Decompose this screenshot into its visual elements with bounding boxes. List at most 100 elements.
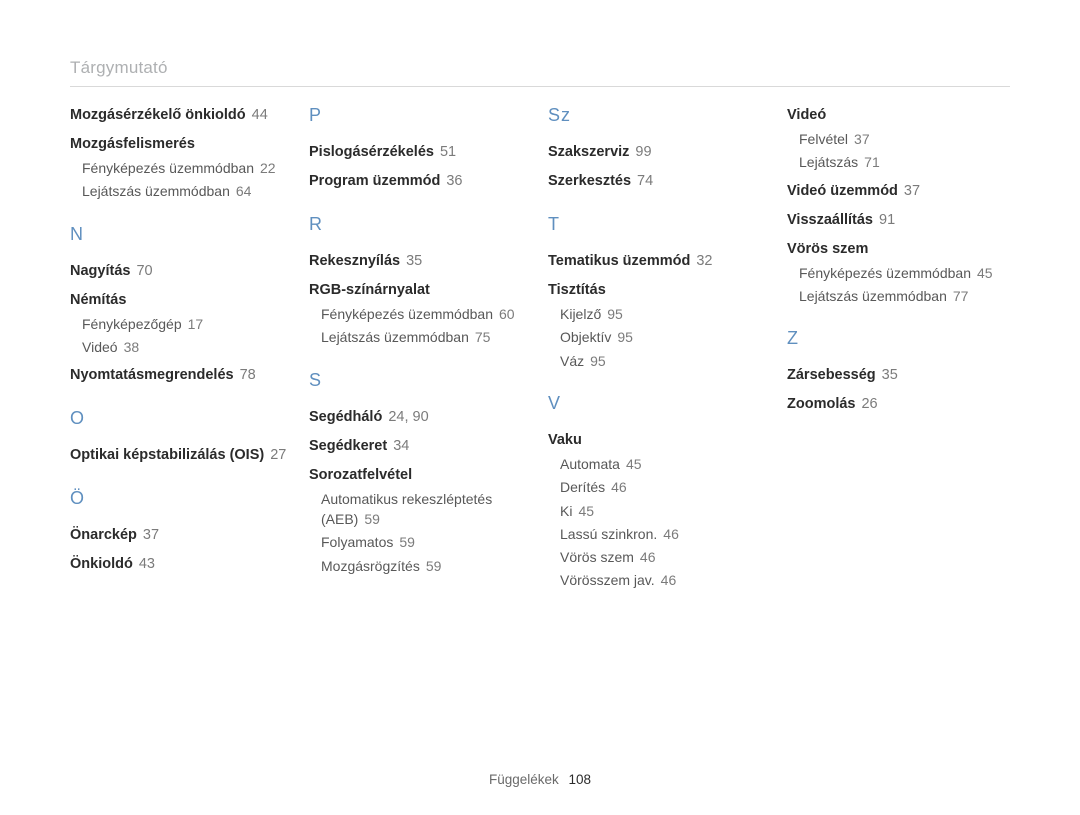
index-subentry-text: Vörös szem bbox=[560, 549, 634, 565]
index-subentry-text: Objektív bbox=[560, 329, 611, 345]
index-entry: Önkioldó43 bbox=[70, 554, 293, 575]
index-letter: Sz bbox=[548, 105, 771, 126]
index-subentry-page: 45 bbox=[578, 503, 594, 519]
index-subentry-page: 45 bbox=[626, 456, 642, 472]
index-subentry-text: Fényképezőgép bbox=[82, 316, 182, 332]
index-entry-page: 74 bbox=[637, 173, 653, 189]
page-title: Tárgymutató bbox=[70, 58, 1010, 78]
index-subentry-page: 46 bbox=[611, 479, 627, 495]
index-subentry-text: Lejátszás bbox=[799, 154, 858, 170]
footer-page: 108 bbox=[569, 772, 592, 787]
index-subentry-page: 59 bbox=[426, 558, 442, 574]
index-subentry: Vörös szem 46 bbox=[560, 547, 771, 567]
index-subentry: Fényképezőgép17 bbox=[82, 314, 293, 334]
index-entry: Videó üzemmód37 bbox=[787, 181, 1010, 202]
index-entry: RGB-színárnyalat bbox=[309, 280, 532, 301]
index-letter: P bbox=[309, 105, 532, 126]
index-subentry: Lejátszás 71 bbox=[799, 152, 1010, 172]
index-letter: O bbox=[70, 408, 293, 429]
index-entry: Nyomtatásmegrendelés78 bbox=[70, 365, 293, 386]
index-entry: Szakszerviz 99 bbox=[548, 142, 771, 163]
index-subentry: Automatikus rekeszléptetés (AEB)59 bbox=[321, 489, 532, 530]
index-subentry-text: Fényképezés üzemmódban bbox=[82, 160, 254, 176]
index-entry-text: Optikai képstabilizálás (OIS) bbox=[70, 447, 264, 463]
index-letter: R bbox=[309, 214, 532, 235]
index-subentry: Fényképezés üzemmódban45 bbox=[799, 263, 1010, 283]
index-entry: Videó bbox=[787, 105, 1010, 126]
index-entry-text: RGB-színárnyalat bbox=[309, 282, 430, 298]
index-entry-text: Vaku bbox=[548, 432, 582, 448]
index-subentry-text: Automatikus rekeszléptetés (AEB) bbox=[321, 491, 492, 527]
index-subentry-text: Folyamatos bbox=[321, 534, 393, 550]
index-entry: Vörös szem bbox=[787, 239, 1010, 260]
index-subentry: Vörösszem jav.46 bbox=[560, 570, 771, 590]
index-entry-text: Segédkeret bbox=[309, 438, 387, 454]
index-entry: Visszaállítás91 bbox=[787, 210, 1010, 231]
index-entry-text: Önkioldó bbox=[70, 556, 133, 572]
index-subentry-page: 71 bbox=[864, 154, 880, 170]
index-column: Mozgásérzékelő önkioldó 44 Mozgásfelismeré… bbox=[70, 105, 293, 575]
index-entry-page: 32 bbox=[696, 253, 712, 269]
index-letter: V bbox=[548, 393, 771, 414]
index-entry-text: Mozgásérzékelő önkioldó bbox=[70, 107, 246, 123]
index-subentry: Fényképezés üzemmódban60 bbox=[321, 304, 532, 324]
index-entry-text: Pislogásérzékelés bbox=[309, 144, 434, 160]
index-entry-text: Szerkesztés bbox=[548, 173, 631, 189]
index-subentry-text: Automata bbox=[560, 456, 620, 472]
index-subentry-page: 37 bbox=[854, 131, 870, 147]
index-column: PPislogásérzékelés51Program üzemmód36RRe… bbox=[309, 105, 532, 576]
index-entry-text: Nagyítás bbox=[70, 263, 130, 279]
index-subentry-page: 95 bbox=[617, 329, 633, 345]
index-subentry: Mozgásrögzítés59 bbox=[321, 556, 532, 576]
index-subentry: Videó38 bbox=[82, 337, 293, 357]
index-entry-text: Visszaállítás bbox=[787, 212, 873, 228]
index-entry-text: Rekesznyílás bbox=[309, 253, 400, 269]
index-entry: Optikai képstabilizálás (OIS) 27 bbox=[70, 445, 293, 466]
index-subentry-page: 46 bbox=[661, 572, 677, 588]
index-entry-page: 27 bbox=[270, 447, 286, 463]
index-subentry: Felvétel37 bbox=[799, 129, 1010, 149]
index-subentry: Lejátszás üzemmódban75 bbox=[321, 327, 532, 347]
index-subentry-page: 38 bbox=[124, 339, 140, 355]
index-subentry-text: Lejátszás üzemmódban bbox=[799, 288, 947, 304]
index-subentry-page: 46 bbox=[640, 549, 656, 565]
index-entry: Szerkesztés 74 bbox=[548, 171, 771, 192]
index-entry: Tematikus üzemmód 32 bbox=[548, 251, 771, 272]
index-entry-page: 44 bbox=[252, 107, 268, 123]
index-entry-text: Videó üzemmód bbox=[787, 183, 898, 199]
index-entry-page: 51 bbox=[440, 144, 456, 160]
index-entry-text: Program üzemmód bbox=[309, 173, 440, 189]
index-subentry-text: Fényképezés üzemmódban bbox=[321, 306, 493, 322]
index-entry: Zoomolás26 bbox=[787, 394, 1010, 415]
index-entry-text: Vörös szem bbox=[787, 241, 868, 257]
index-entry: Zársebesség 35 bbox=[787, 365, 1010, 386]
index-entry: Mozgásérzékelő önkioldó 44 bbox=[70, 105, 293, 126]
index-entry-text: Tematikus üzemmód bbox=[548, 253, 690, 269]
index-entry-page: 34 bbox=[393, 438, 409, 454]
index-entry-page: 78 bbox=[240, 367, 256, 383]
index-entry-text: Segédháló bbox=[309, 409, 382, 425]
index-entry-text: Videó bbox=[787, 107, 826, 123]
index-subentry: Lassú szinkron.46 bbox=[560, 524, 771, 544]
index-entry-text: Önarckép bbox=[70, 527, 137, 543]
index-entry-text: Mozgásfelismerés bbox=[70, 136, 195, 152]
index-entry-page: 35 bbox=[406, 253, 422, 269]
index-entry-page: 99 bbox=[635, 144, 651, 160]
index-letter: T bbox=[548, 214, 771, 235]
index-entry-text: Szakszerviz bbox=[548, 144, 629, 160]
index-entry: Pislogásérzékelés 51 bbox=[309, 142, 532, 163]
index-entry-page: 35 bbox=[882, 367, 898, 383]
index-subentry: Lejátszás üzemmódban64 bbox=[82, 181, 293, 201]
index-subentry-page: 22 bbox=[260, 160, 276, 176]
index-entry-text: Tisztítás bbox=[548, 282, 606, 298]
index-entry: Segédkeret 34 bbox=[309, 436, 532, 457]
index-subentry-text: Kijelző bbox=[560, 306, 601, 322]
index-entry-text: Zársebesség bbox=[787, 367, 876, 383]
index-entry: Segédháló24, 90 bbox=[309, 407, 532, 428]
index-letter: Ö bbox=[70, 488, 293, 509]
index-letter: N bbox=[70, 224, 293, 245]
index-subentry-page: 45 bbox=[977, 265, 993, 281]
index-subentry: Folyamatos59 bbox=[321, 532, 532, 552]
index-entry-text: Némítás bbox=[70, 292, 126, 308]
index-column: Sz Szakszerviz 99Szerkesztés 74 T Tematikus ü… bbox=[548, 105, 771, 591]
